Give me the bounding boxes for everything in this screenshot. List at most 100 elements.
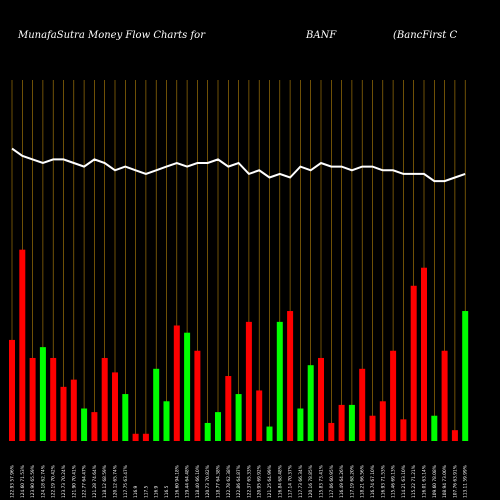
money-flow-bar <box>184 332 191 441</box>
money-flow-bar <box>328 422 335 441</box>
x-tick-label: 107.76 63.91% <box>452 465 458 498</box>
x-tick-label: 117.14 70.37% <box>288 465 294 498</box>
x-tick-label: 120.16 78.85% <box>308 465 314 498</box>
x-tick-label: 121.28 74.64% <box>92 465 98 498</box>
money-flow-bar <box>441 350 448 441</box>
tick-layer: 122.93 57.96% 124.60 71.53% 123.90 65.59% 1… <box>10 465 469 498</box>
x-tick-label: 121.25 64.99% <box>267 465 273 498</box>
money-flow-bar <box>307 365 314 441</box>
money-flow-bar <box>194 350 201 441</box>
money-flow-bar <box>204 422 211 441</box>
x-tick-label: 116.01 63.14% <box>422 465 428 498</box>
x-tick-label: 116.5 <box>164 485 170 498</box>
money-flow-bar <box>225 376 232 441</box>
money-flow-bar <box>9 339 15 441</box>
money-flow-bar <box>101 357 108 441</box>
money-flow-bar <box>256 390 263 441</box>
money-flow-bar <box>410 285 417 441</box>
x-tick-label: 122.37 65.33% <box>246 465 252 498</box>
money-flow-bar <box>318 357 324 441</box>
x-tick-label: 114.21 63.10% <box>401 465 407 498</box>
x-tick-label: 115.22 71.21% <box>411 465 417 498</box>
x-tick-label: 120.12 65.74% <box>113 465 119 498</box>
money-flow-bar <box>122 394 129 441</box>
money-flow-bar <box>369 415 376 441</box>
x-tick-label: 117.75 63.47% <box>123 465 129 498</box>
x-tick-label: 116.60 94.18% <box>174 465 180 498</box>
x-tick-label: 118.77 64.38% <box>216 465 222 498</box>
x-tick-label: 123.90 65.59% <box>30 465 36 498</box>
money-flow-bar <box>153 368 160 441</box>
x-tick-label: 108.94 73.00% <box>442 465 448 498</box>
money-flow-bar <box>462 311 469 441</box>
money-flow-bar <box>132 433 139 441</box>
x-tick-label: 124.60 71.53% <box>20 465 26 498</box>
x-tick-label: 117.5 <box>143 485 149 498</box>
money-flow-bar <box>29 357 36 441</box>
x-tick-label: 123.73 70.24% <box>61 465 67 498</box>
grid-layer <box>11 80 466 441</box>
money-flow-bar <box>390 350 397 441</box>
x-tick-label: 116.74 67.10% <box>370 465 376 498</box>
price-line <box>11 147 466 183</box>
money-flow-bar <box>359 368 366 441</box>
money-flow-bar <box>91 412 98 441</box>
x-tick-label: 118.12 68.59% <box>102 465 108 498</box>
x-tick-label: 122.86 64.87% <box>236 465 242 498</box>
x-tick-label: 116.93 71.53% <box>380 465 386 498</box>
money-flow-bar <box>348 404 355 441</box>
x-tick-label: 122.19 70.42% <box>51 465 57 498</box>
x-tick-label: 118.21 66.56% <box>360 465 366 498</box>
chart-header-company: (BancFirst C <box>393 30 457 41</box>
money-flow-bar <box>431 415 438 441</box>
money-flow-bar <box>19 249 26 441</box>
x-tick-label: 109.60 78.08% <box>432 465 438 498</box>
x-tick-label: 122.77 64.47% <box>82 465 88 498</box>
money-flow-bar <box>287 311 294 441</box>
x-tick-label: 121.90 70.41% <box>71 465 77 498</box>
x-tick-label: 122.78 62.38% <box>226 465 232 498</box>
money-flow-bar <box>112 372 118 441</box>
x-tick-label: 116.9 <box>133 485 139 498</box>
x-tick-label: 116.49 64.26% <box>339 465 345 498</box>
money-flow-bar <box>235 394 242 441</box>
money-flow-bar <box>338 404 345 441</box>
money-flow-bar <box>421 267 427 441</box>
money-flow-bar <box>451 430 458 441</box>
x-tick-label: 120.95 69.92% <box>257 465 263 498</box>
money-flow-bar <box>70 379 77 441</box>
money-flow-bar <box>400 419 407 441</box>
money-flow-bar <box>276 321 283 441</box>
money-flow-bar <box>81 408 88 441</box>
x-tick-label: 116.84 68.48% <box>277 465 283 498</box>
money-flow-bar <box>60 386 67 441</box>
money-flow-bar <box>297 408 304 441</box>
x-tick-label: 115.83 73.41% <box>319 465 325 498</box>
money-flow-bar <box>39 347 46 441</box>
money-flow-bar <box>50 357 57 441</box>
x-tick-label: 119.44 64.48% <box>185 465 191 498</box>
money-flow-bar <box>379 401 386 441</box>
money-flow-bar <box>142 433 149 441</box>
x-tick-label: 117.06 60.95% <box>329 465 335 498</box>
line-layer <box>11 147 466 183</box>
x-tick-label: 118.40 66.10% <box>195 465 201 498</box>
x-tick-label: 117.73 66.34% <box>298 465 304 498</box>
money-flow-bar <box>266 426 273 441</box>
money-flow-bar <box>173 325 180 441</box>
x-tick-label: 124.18 62.74% <box>40 465 46 498</box>
x-tick-label: 117.19 68.20% <box>349 465 355 498</box>
x-tick-label: 113.11 59.99% <box>463 465 469 498</box>
x-tick-label: 122.93 57.96% <box>10 465 16 498</box>
x-tick-label: 116.9 <box>154 485 160 498</box>
bar-layer <box>9 249 469 441</box>
chart-header-symbol: BANF <box>305 30 337 41</box>
chart-header-title: MunafaSutra Money Flow Charts for <box>17 30 206 41</box>
money-flow-bar <box>215 412 221 441</box>
money-flow-bar <box>245 321 252 441</box>
x-tick-label: 120.73 70.82% <box>205 465 211 498</box>
money-flow-bar <box>163 401 170 441</box>
x-tick-label: 115.46 69.13% <box>391 465 397 498</box>
